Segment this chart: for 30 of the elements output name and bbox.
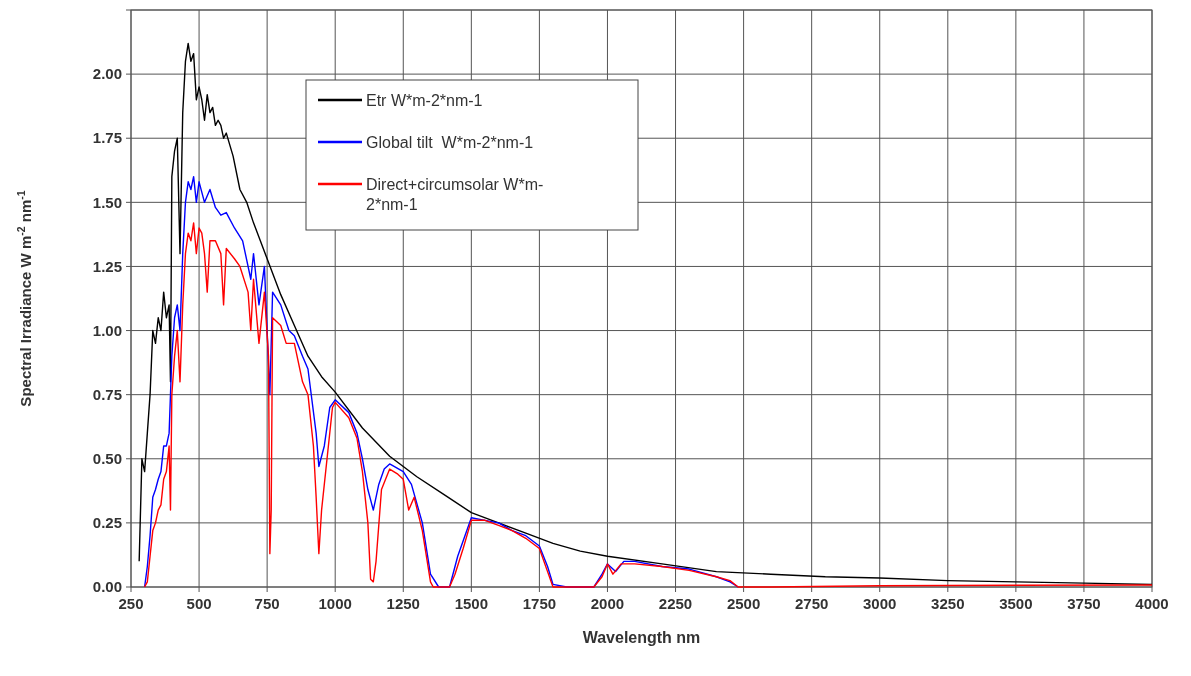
x-tick-label: 2750 [794,595,829,612]
x-tick-label: 250 [118,595,144,612]
legend-label: Etr W*m-2*nm-1 [366,91,483,109]
legend-label: Direct+circumsolar W*m-2*nm-1 [366,175,544,213]
x-tick-label: 1750 [522,595,557,612]
x-tick-label: 1000 [318,595,352,612]
x-tick-label: 3250 [931,595,965,612]
x-tick-label: 750 [254,595,280,612]
x-tick-label: 4000 [1135,595,1169,612]
x-tick-label: 2500 [726,595,761,612]
x-tick-label: 2250 [658,595,693,612]
x-tick-label: 2000 [590,595,625,612]
y-tick-label: 1.75 [92,129,122,147]
x-tick-label: 1500 [454,595,489,612]
x-tick-label: 1250 [386,595,420,612]
line-series [143,222,1153,588]
y-tick-label: 0.00 [92,578,122,596]
x-tick-label: 3750 [1067,595,1101,612]
x-axis-title: Wavelength nm [582,629,701,646]
y-tick-label: 1.25 [92,257,122,275]
x-tick-label: 3000 [863,595,897,612]
y-tick-label: 1.50 [92,193,122,211]
y-tick-label: 0.50 [92,450,122,468]
y-tick-label: 1.00 [92,321,122,339]
y-tick-label: 0.25 [92,514,122,532]
x-tick-label: 500 [186,595,212,612]
legend-label: Global tilt W*m-2*nm-1 [366,133,534,151]
x-tick-label: 3500 [999,595,1033,612]
y-tick-label: 2.00 [92,65,122,83]
y-tick-label: 0.75 [92,385,122,403]
